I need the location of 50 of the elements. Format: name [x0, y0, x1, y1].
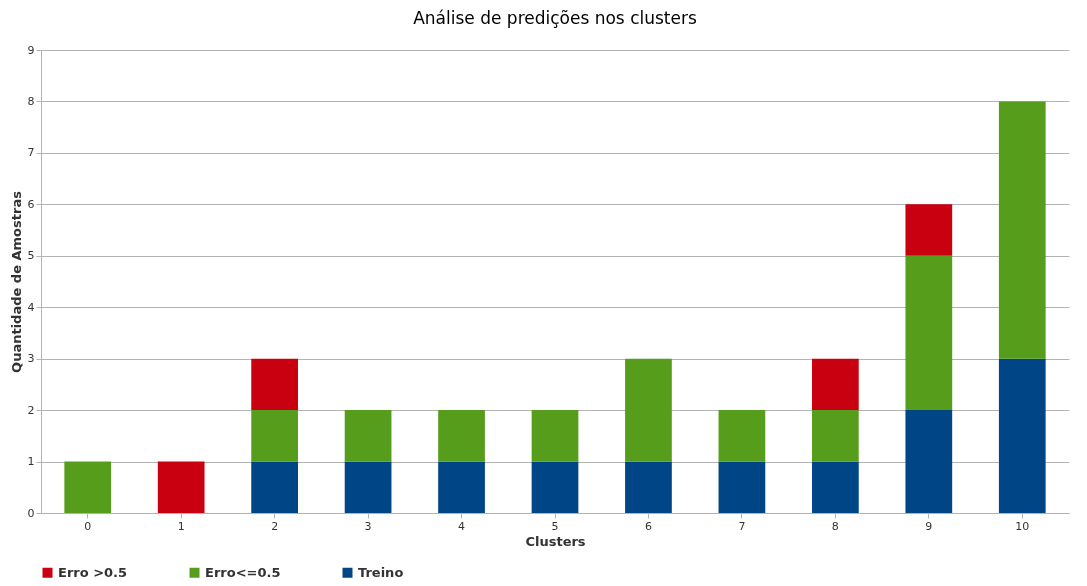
- x-tick-label: 3: [364, 519, 372, 533]
- y-tick-label: 5: [27, 249, 35, 263]
- x-tick-label: 2: [271, 519, 279, 533]
- x-tick-label: 8: [831, 519, 839, 533]
- y-tick-label: 8: [27, 94, 35, 108]
- bar: [718, 461, 766, 513]
- x-tick-label: 6: [644, 519, 652, 533]
- y-tick-label: 1: [27, 455, 35, 469]
- bar: [718, 410, 766, 462]
- bar: [905, 410, 953, 513]
- y-tick-label: 9: [27, 43, 35, 57]
- bar: [812, 358, 859, 411]
- y-tick-label: 4: [27, 300, 35, 314]
- x-tick-label: 10: [1015, 519, 1030, 533]
- bar: [344, 461, 392, 513]
- legend-label: Erro<=0.5: [205, 564, 281, 580]
- bar: [438, 461, 485, 513]
- bar: [251, 410, 298, 462]
- x-tick-label: 1: [177, 519, 185, 533]
- bar: [344, 410, 392, 462]
- legend-label: Erro >0.5: [58, 564, 128, 580]
- bar: [438, 410, 485, 462]
- bar: [998, 358, 1046, 513]
- bar: [812, 410, 859, 462]
- bar: [157, 461, 205, 513]
- bar: [625, 461, 672, 513]
- bar: [905, 204, 953, 256]
- x-tick-label: 4: [458, 519, 466, 533]
- y-tick-label: 6: [27, 197, 35, 211]
- x-tick-label: 0: [84, 519, 92, 533]
- y-tick-label: 7: [27, 146, 35, 160]
- bar: [812, 461, 859, 513]
- bar: [905, 255, 953, 411]
- bar: [531, 461, 579, 513]
- legend-label: Treino: [358, 564, 404, 580]
- bar: [531, 410, 579, 462]
- chart-title: Análise de predições nos clusters: [413, 8, 697, 28]
- y-tick-label: 3: [27, 352, 35, 366]
- x-tick-label: 9: [925, 519, 933, 533]
- x-tick-label: 5: [551, 519, 559, 533]
- bar: [998, 101, 1046, 359]
- y-tick-label: 2: [27, 403, 35, 417]
- y-tick-label: 0: [27, 506, 35, 520]
- bar: [251, 461, 298, 513]
- bar: [625, 358, 672, 462]
- x-tick-label: 7: [738, 519, 746, 533]
- y-axis-title: Quantidade de Amostras: [8, 190, 24, 373]
- x-axis-title: Clusters: [525, 533, 586, 549]
- bar: [251, 358, 298, 411]
- bar: [64, 461, 112, 513]
